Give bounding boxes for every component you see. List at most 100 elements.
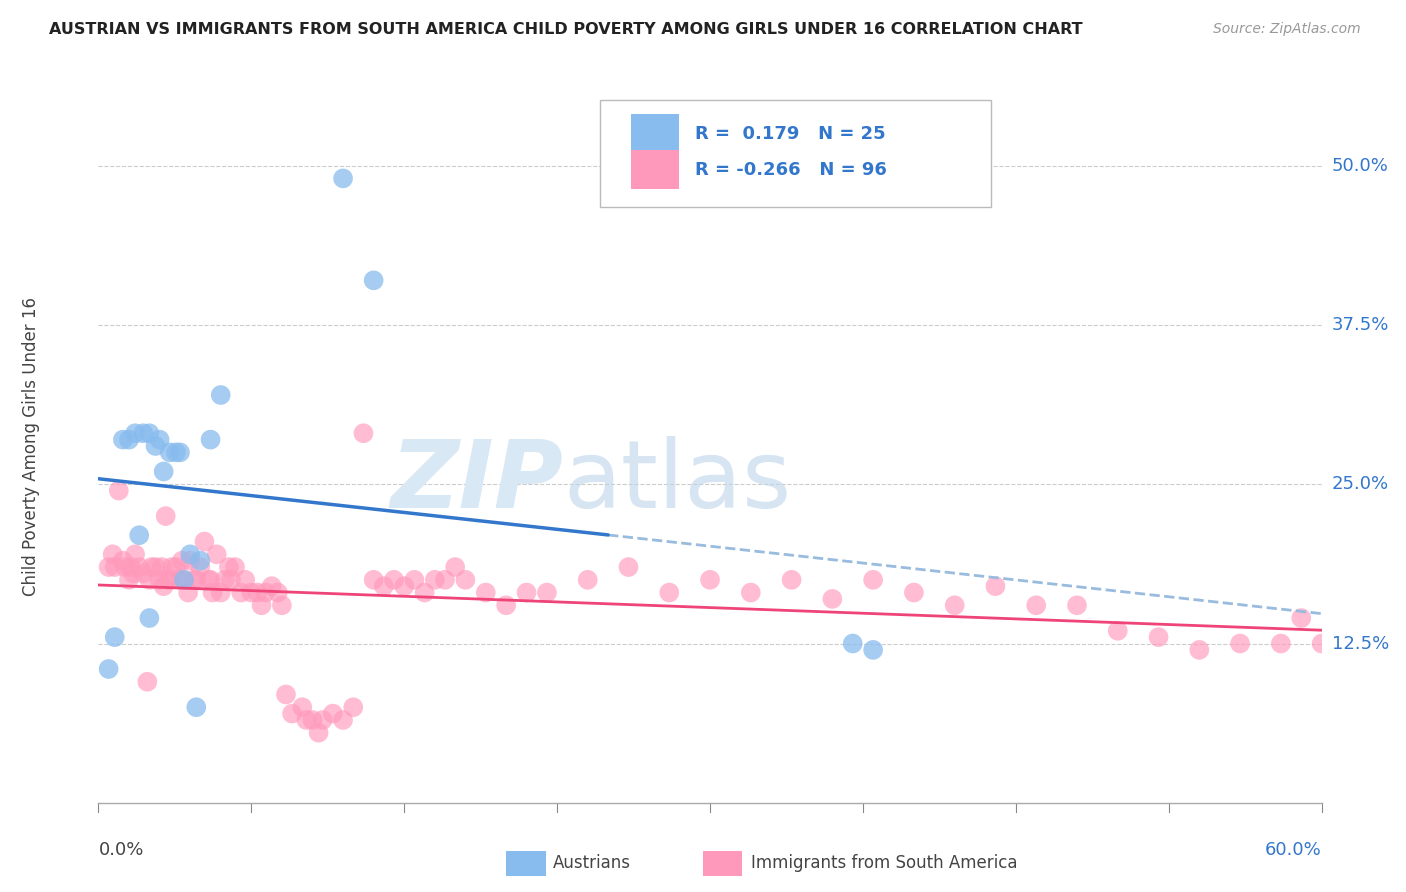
Point — [132, 426, 155, 441]
Point — [1310, 636, 1333, 650]
Point — [160, 560, 183, 574]
Text: R = -0.266   N = 96: R = -0.266 N = 96 — [696, 161, 887, 178]
Point — [128, 528, 150, 542]
Point — [699, 573, 721, 587]
Text: 60.0%: 60.0% — [1265, 841, 1322, 859]
Point — [118, 433, 141, 447]
Point — [308, 725, 330, 739]
Point — [246, 585, 269, 599]
Point — [740, 585, 762, 599]
Point — [209, 388, 232, 402]
Point — [183, 573, 205, 587]
Text: Austrians: Austrians — [553, 855, 630, 872]
Point — [231, 585, 253, 599]
Point — [240, 585, 263, 599]
Point — [821, 591, 844, 606]
Point — [219, 573, 242, 587]
Point — [200, 433, 222, 447]
Point — [200, 573, 222, 587]
Point — [149, 573, 172, 587]
Point — [179, 554, 201, 568]
Point — [165, 445, 187, 459]
Point — [1291, 611, 1313, 625]
Point — [254, 585, 277, 599]
Point — [193, 534, 215, 549]
Point — [1229, 636, 1251, 650]
Point — [332, 171, 354, 186]
Point — [132, 566, 155, 581]
Point — [141, 560, 163, 574]
Point — [658, 585, 681, 599]
Point — [454, 573, 477, 587]
Point — [903, 585, 925, 599]
Point — [188, 554, 212, 568]
Point — [576, 573, 599, 587]
Point — [516, 585, 538, 599]
Point — [214, 573, 236, 587]
Point — [301, 713, 323, 727]
Text: 12.5%: 12.5% — [1331, 634, 1389, 653]
Point — [145, 439, 167, 453]
Point — [104, 560, 127, 574]
Point — [201, 585, 224, 599]
Point — [97, 662, 120, 676]
Point — [1270, 636, 1292, 650]
Point — [136, 674, 159, 689]
Point — [114, 560, 136, 574]
Point — [404, 573, 426, 587]
Point — [270, 599, 294, 613]
Bar — [630, 114, 679, 153]
Point — [250, 599, 273, 613]
Point — [165, 560, 187, 574]
Point — [111, 554, 134, 568]
FancyBboxPatch shape — [600, 100, 991, 207]
Point — [97, 560, 120, 574]
Point — [224, 560, 246, 574]
Point — [841, 636, 863, 650]
Point — [423, 573, 446, 587]
Point — [434, 573, 457, 587]
Text: 25.0%: 25.0% — [1331, 475, 1389, 493]
Point — [173, 573, 195, 587]
Text: ZIP: ZIP — [391, 435, 564, 528]
Point — [169, 573, 191, 587]
Point — [312, 713, 335, 727]
Bar — [630, 150, 679, 189]
Point — [342, 700, 364, 714]
Point — [152, 579, 174, 593]
Text: 50.0%: 50.0% — [1331, 157, 1389, 175]
Point — [536, 585, 558, 599]
Point — [780, 573, 803, 587]
Point — [188, 560, 212, 574]
Point — [1066, 599, 1088, 613]
Point — [138, 573, 160, 587]
Point — [1107, 624, 1129, 638]
Point — [104, 630, 127, 644]
Point — [179, 547, 201, 561]
Point — [186, 700, 208, 714]
Point — [149, 433, 172, 447]
Point — [108, 483, 131, 498]
Text: Source: ZipAtlas.com: Source: ZipAtlas.com — [1213, 22, 1361, 37]
Point — [373, 579, 395, 593]
Point — [145, 560, 167, 574]
Text: AUSTRIAN VS IMMIGRANTS FROM SOUTH AMERICA CHILD POVERTY AMONG GIRLS UNDER 16 COR: AUSTRIAN VS IMMIGRANTS FROM SOUTH AMERIC… — [49, 22, 1083, 37]
Point — [155, 509, 177, 524]
Point — [281, 706, 304, 721]
Point — [156, 573, 179, 587]
Point — [209, 585, 232, 599]
Point — [352, 426, 374, 441]
Point — [1147, 630, 1170, 644]
Point — [322, 706, 344, 721]
Point — [291, 700, 314, 714]
Point — [101, 547, 124, 561]
Point — [173, 573, 195, 587]
Point — [444, 560, 467, 574]
Text: R =  0.179   N = 25: R = 0.179 N = 25 — [696, 125, 886, 143]
Point — [150, 560, 173, 574]
Text: Immigrants from South America: Immigrants from South America — [751, 855, 1018, 872]
Point — [267, 585, 290, 599]
Point — [138, 611, 160, 625]
Point — [159, 573, 181, 587]
Point — [233, 573, 256, 587]
